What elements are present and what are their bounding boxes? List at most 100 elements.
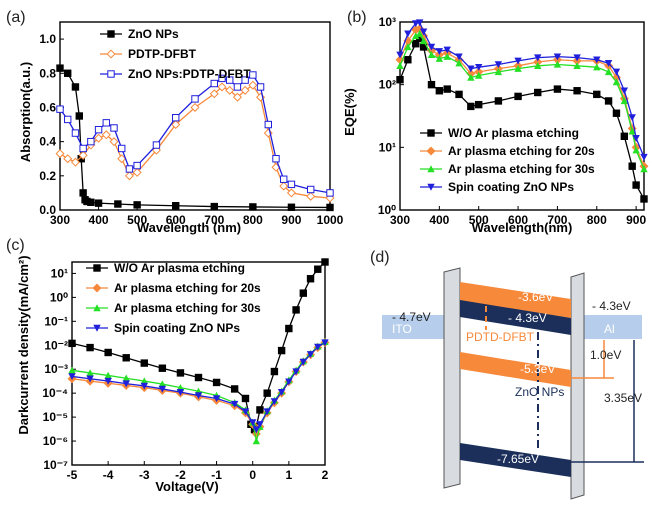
data-point: [415, 19, 424, 27]
y-tick-label: 10³: [379, 15, 396, 29]
data-point: [270, 367, 279, 376]
data-point: [122, 380, 130, 388]
vb-zno-label: -7.65eV: [497, 452, 539, 466]
y-tick-label: 10¹: [379, 140, 396, 154]
ito-label: ITO: [392, 322, 412, 336]
y-tick-label: 0.0: [39, 203, 56, 217]
data-point: [640, 153, 648, 161]
homo-donor-label: -5.3eV: [520, 362, 555, 376]
data-point: [632, 181, 640, 189]
data-point: [71, 129, 80, 137]
data-point: [191, 95, 199, 103]
y-tick-label: 0.6: [39, 100, 56, 114]
data-point: [249, 203, 257, 211]
data-point: [68, 339, 76, 348]
data-point: [110, 124, 118, 132]
data-point: [172, 114, 180, 122]
legend-label: Ar plasma etching for 20s: [448, 144, 595, 158]
data-point: [628, 114, 636, 122]
legend-label: Ar plasma etching for 30s: [114, 301, 261, 315]
data-point: [272, 155, 280, 163]
data-point: [101, 130, 111, 140]
data-point: [467, 102, 475, 111]
data-point: [285, 378, 293, 386]
data-point: [249, 71, 257, 79]
data-point: [158, 364, 167, 372]
data-point: [151, 145, 161, 155]
chart-c-frame: [71, 261, 326, 466]
data-point: [443, 85, 451, 93]
homo-donor-level: [460, 352, 571, 387]
data-point: [94, 133, 104, 143]
data-point: [573, 87, 581, 95]
y-tick-label: 10¹: [51, 266, 68, 280]
chart-c-xlabel: Voltage(V): [155, 479, 218, 494]
legend-swatch-marker: [92, 283, 102, 293]
data-point: [287, 180, 296, 189]
x-tick-label: 400: [429, 213, 449, 227]
data-point: [514, 92, 522, 101]
x-tick-label: 900: [626, 213, 646, 227]
data-point: [256, 83, 265, 91]
chart-a-frame: [59, 21, 331, 211]
data-point: [427, 43, 436, 51]
data-point: [70, 157, 80, 167]
data-point: [427, 51, 436, 58]
data-point: [620, 132, 629, 140]
data-point: [475, 63, 483, 71]
data-point: [122, 354, 130, 362]
y-tick-label: 1.0: [39, 32, 56, 46]
x-tick-label: 700: [547, 213, 567, 227]
legend-label: Ar plasma etching for 30s: [448, 162, 595, 176]
data-point: [194, 373, 203, 382]
legend-label: Spin coating ZnO NPs: [114, 321, 240, 335]
legend-swatch-marker: [93, 264, 101, 272]
data-point: [467, 65, 475, 73]
data-point: [593, 63, 601, 71]
data-point: [404, 43, 412, 51]
lumo-zno-label: - 4.3eV: [508, 311, 547, 325]
vb-zno-level: [460, 443, 571, 477]
data-point: [212, 395, 221, 403]
legend-swatch-marker: [106, 49, 116, 59]
y-tick-label: 10⁰: [50, 290, 68, 304]
data-point: [230, 400, 239, 408]
data-point: [553, 85, 562, 93]
data-point: [86, 343, 94, 352]
data-point: [232, 92, 242, 102]
panel-label-d: (d): [370, 249, 390, 266]
chart-b-xlabel: Wavelength(nm): [472, 220, 573, 235]
data-point: [140, 377, 148, 385]
data-point: [553, 60, 562, 68]
gap1-label: 1.0eV: [590, 348, 621, 362]
legend-label: W/O Ar plasma etching: [114, 261, 245, 275]
data-point: [94, 125, 103, 134]
energy-level-diagram: - 4.7eV ITO - 4.3eV Al -3.6eV - 4.3eV PD…: [382, 267, 644, 500]
data-point: [63, 154, 73, 164]
legend-label: Ar plasma etching for 20s: [114, 281, 261, 295]
data-point: [71, 83, 80, 91]
chart-darkcurrent: -5 -4 -3 -2 -1 0 1 2 10⁻⁷ 10⁻⁶ 10⁻⁵ 10⁻⁴ 10⁻³ 10⁻² 10⁻…: [16, 255, 330, 494]
x-tick-label: 800: [243, 213, 263, 227]
series-line-2: [59, 74, 331, 194]
ito-electrode: [443, 267, 461, 489]
legend-swatch-marker: [107, 70, 115, 78]
data-point: [64, 115, 72, 124]
legend-swatch-marker: [427, 129, 435, 137]
gap2-label: 3.35eV: [604, 391, 642, 405]
data-point: [612, 78, 621, 86]
data-point: [573, 62, 581, 70]
data-point: [241, 76, 249, 84]
x-tick-label: 1000: [317, 213, 344, 227]
al-wf-label: - 4.3eV: [592, 299, 631, 313]
data-point: [117, 154, 127, 164]
data-point: [640, 165, 648, 173]
data-point: [604, 97, 613, 105]
al-electrode: [570, 272, 585, 500]
ito-wf-label: - 4.7eV: [392, 310, 431, 324]
polymer-label: PDTD-DFBT: [466, 330, 535, 344]
data-point: [210, 202, 218, 211]
data-point: [604, 60, 613, 67]
x-tick-label: -3: [139, 468, 150, 482]
